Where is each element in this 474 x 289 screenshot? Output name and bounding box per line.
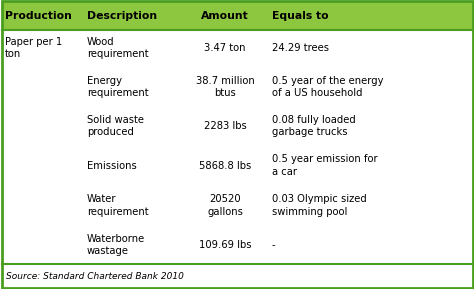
- Text: Source: Standard Chartered Bank 2010: Source: Standard Chartered Bank 2010: [6, 272, 184, 281]
- Bar: [2, 145, 473, 186]
- Bar: [2, 186, 473, 226]
- Text: 0.08 fully loaded
garbage trucks: 0.08 fully loaded garbage trucks: [272, 115, 356, 137]
- Bar: [2, 67, 473, 107]
- Text: Water
requirement: Water requirement: [87, 194, 148, 217]
- Text: Production: Production: [5, 11, 72, 21]
- Text: -: -: [272, 240, 275, 250]
- Bar: [2, 107, 473, 145]
- Text: 0.5 year of the energy
of a US household: 0.5 year of the energy of a US household: [272, 75, 383, 98]
- Text: Wood
requirement: Wood requirement: [87, 37, 148, 60]
- Bar: [2, 264, 473, 288]
- Text: Energy
requirement: Energy requirement: [87, 75, 148, 98]
- Text: 5868.8 lbs: 5868.8 lbs: [199, 160, 251, 171]
- Text: 38.7 million
btus: 38.7 million btus: [196, 75, 255, 98]
- Text: 24.29 trees: 24.29 trees: [272, 43, 328, 53]
- Text: 0.03 Olympic sized
swimming pool: 0.03 Olympic sized swimming pool: [272, 194, 366, 217]
- Bar: [2, 226, 473, 264]
- Bar: [2, 30, 473, 67]
- Text: 3.47 ton: 3.47 ton: [204, 43, 246, 53]
- Bar: [2, 1, 473, 30]
- Text: 109.69 lbs: 109.69 lbs: [199, 240, 251, 250]
- Text: Waterborne
wastage: Waterborne wastage: [87, 234, 145, 256]
- Text: Solid waste
produced: Solid waste produced: [87, 115, 144, 137]
- Text: 20520
gallons: 20520 gallons: [207, 194, 243, 217]
- Text: 2283 lbs: 2283 lbs: [204, 121, 246, 131]
- Text: Amount: Amount: [201, 11, 249, 21]
- Text: Description: Description: [87, 11, 157, 21]
- Text: 0.5 year emission for
a car: 0.5 year emission for a car: [272, 154, 377, 177]
- Text: Equals to: Equals to: [272, 11, 328, 21]
- Text: Emissions: Emissions: [87, 160, 137, 171]
- Text: Paper per 1
ton: Paper per 1 ton: [5, 37, 62, 60]
